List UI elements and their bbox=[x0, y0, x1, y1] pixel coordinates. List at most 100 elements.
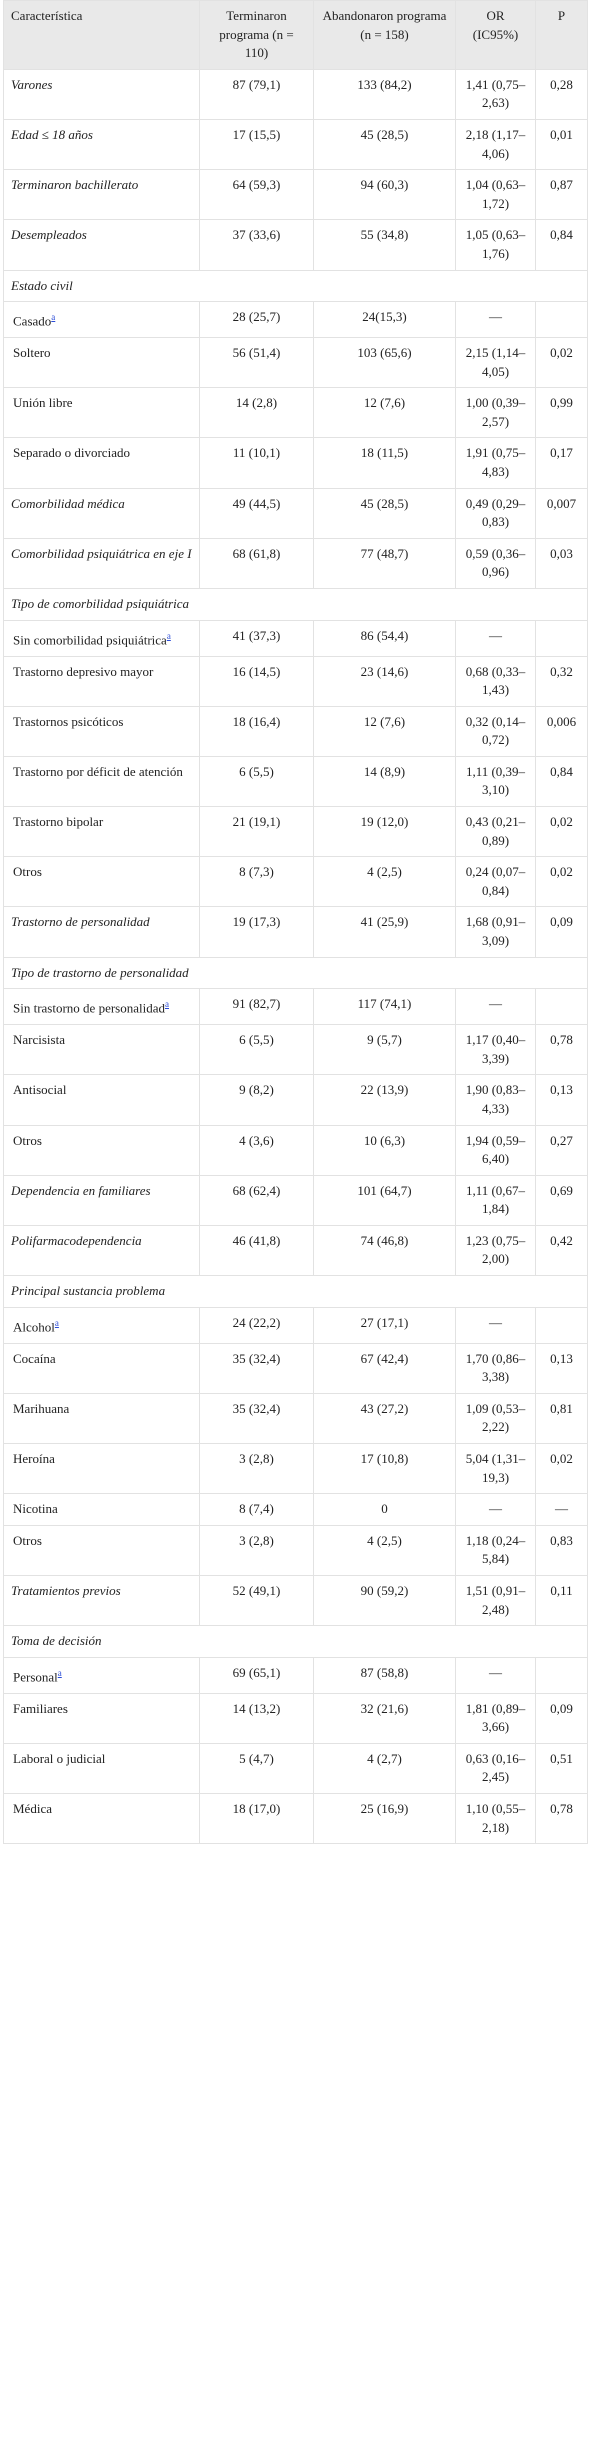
value-cell: 0,006 bbox=[535, 705, 588, 757]
data-row: Heroína 3 (2,8) 17 (10,8) 5,04 (1,31–19,3) 0… bbox=[3, 1442, 588, 1495]
row-label: Nicotina bbox=[3, 1493, 200, 1526]
data-row: Casadoa 28 (25,7) 24(15,3) — bbox=[3, 301, 588, 339]
value-cell: 67 (42,4) bbox=[313, 1342, 456, 1394]
row-label: Otros bbox=[3, 1524, 200, 1576]
label-text: Heroína bbox=[13, 1450, 55, 1466]
row-label: Tratamientos previos bbox=[3, 1574, 200, 1627]
footnote-ref: a bbox=[55, 1317, 59, 1329]
value-cell: 0,78 bbox=[535, 1024, 588, 1076]
label-text: Tratamientos previos bbox=[11, 1582, 121, 1598]
footnote-link[interactable]: a bbox=[166, 630, 171, 641]
value-cell: 69 (65,1) bbox=[199, 1656, 314, 1694]
label-text: Otros bbox=[13, 1132, 42, 1148]
value-cell: 18 (11,5) bbox=[313, 437, 456, 489]
label-text: Comorbilidad médica bbox=[11, 495, 125, 511]
row-label: Trastorno bipolar bbox=[3, 806, 200, 858]
value-cell: 91 (82,7) bbox=[199, 988, 314, 1026]
footnote-link[interactable]: a bbox=[57, 1667, 62, 1678]
label-text: Sin comorbilidad psiquiátrica bbox=[13, 631, 167, 647]
row-label: Trastornos psicóticos bbox=[3, 705, 200, 757]
value-cell: 6 (5,5) bbox=[199, 755, 314, 808]
label-text: Tipo de trastorno de personalidad bbox=[11, 964, 189, 980]
value-cell: 14 (13,2) bbox=[199, 1692, 314, 1744]
data-row: Unión libre 14 (2,8) 12 (7,6) 1,00 (0,39–2,… bbox=[3, 387, 588, 439]
label-text: Edad ≤ 18 años bbox=[11, 126, 93, 142]
value-cell: 0,32 bbox=[535, 655, 588, 707]
row-label: Comorbilidad psiquiátrica en eje I bbox=[3, 537, 200, 589]
footnote-link[interactable]: a bbox=[54, 1317, 59, 1328]
value-cell: 19 (17,3) bbox=[199, 906, 314, 958]
row-label: Dependencia en familiares bbox=[3, 1174, 200, 1226]
label-text: Alcohol bbox=[13, 1319, 55, 1334]
row-label: Heroína bbox=[3, 1442, 200, 1495]
row-label: Antisocial bbox=[3, 1074, 200, 1126]
value-cell: 0 bbox=[313, 1493, 456, 1526]
value-cell: 12 (7,6) bbox=[313, 387, 456, 439]
value-cell: 1,00 (0,39–2,57) bbox=[455, 387, 536, 439]
value-cell: 24(15,3) bbox=[313, 301, 456, 339]
value-cell: 43 (27,2) bbox=[313, 1392, 456, 1444]
value-cell: 45 (28,5) bbox=[313, 487, 456, 539]
data-row: Polifarmacodependencia 46 (41,8) 74 (46,8)… bbox=[3, 1224, 588, 1277]
value-cell: 103 (65,6) bbox=[313, 337, 456, 389]
label-text: Narcisista bbox=[13, 1032, 65, 1048]
footnote-link[interactable]: a bbox=[51, 312, 56, 323]
row-label: Trastorno depresivo mayor bbox=[3, 655, 200, 707]
data-row: Trastorno por déficit de atención 6 (5,5)… bbox=[3, 755, 588, 808]
label-text: Otros bbox=[13, 864, 42, 880]
row-label: Principal sustancia problema bbox=[3, 1275, 588, 1308]
label-text: Casado bbox=[13, 313, 52, 329]
label-text: Tipo de comorbilidad psiquiátrica bbox=[11, 595, 190, 611]
value-cell: 11 (10,1) bbox=[199, 437, 314, 489]
row-label: Trastorno de personalidad bbox=[3, 906, 200, 958]
value-cell: 12 (7,6) bbox=[313, 705, 456, 757]
value-cell: 10 (6,3) bbox=[313, 1124, 456, 1176]
value-cell: 35 (32,4) bbox=[199, 1342, 314, 1394]
value-cell: — bbox=[455, 988, 536, 1026]
data-row: Médica 18 (17,0) 25 (16,9) 1,10 (0,55–2,18)… bbox=[3, 1793, 588, 1845]
value-cell: 0,24 (0,07–0,84) bbox=[455, 856, 536, 908]
value-cell: 23 (14,6) bbox=[313, 655, 456, 707]
value-cell: 1,81 (0,89–3,66) bbox=[455, 1692, 536, 1744]
label-text: Personal bbox=[13, 1669, 58, 1685]
section-row: Estado civil bbox=[3, 269, 588, 303]
header-cell: Abandonaron programa (n = 158) bbox=[313, 0, 456, 70]
value-cell: 5 (4,7) bbox=[199, 1742, 314, 1795]
empty-cell bbox=[535, 619, 588, 657]
value-cell: 2,18 (1,17–4,06) bbox=[455, 118, 536, 171]
value-cell: 56 (51,4) bbox=[199, 337, 314, 389]
label-text: Separado o divorciado bbox=[13, 445, 130, 461]
data-row: Familiares 14 (13,2) 32 (21,6) 1,81 (0,89–3… bbox=[3, 1692, 588, 1744]
row-label: Personala bbox=[3, 1656, 200, 1694]
footnote-ref: a bbox=[165, 998, 169, 1010]
footnote-ref: a bbox=[51, 311, 55, 323]
value-cell: 8 (7,3) bbox=[199, 856, 314, 908]
row-label: Otros bbox=[3, 856, 200, 908]
value-cell: 87 (58,8) bbox=[313, 1656, 456, 1694]
row-label: Separado o divorciado bbox=[3, 437, 200, 489]
value-cell: 0,17 bbox=[535, 437, 588, 489]
value-cell: 0,09 bbox=[535, 906, 588, 958]
value-cell: 0,49 (0,29–0,83) bbox=[455, 487, 536, 539]
table-head: Característica Terminaron programa (n = 1… bbox=[3, 0, 588, 70]
footnote-ref: a bbox=[167, 630, 171, 642]
value-cell: 0,09 bbox=[535, 1692, 588, 1744]
data-row: Antisocial 9 (8,2) 22 (13,9) 1,90 (0,83–4,3… bbox=[3, 1074, 588, 1126]
value-cell: 101 (64,7) bbox=[313, 1174, 456, 1226]
label-text: Principal sustancia problema bbox=[11, 1283, 166, 1299]
value-cell: 27 (17,1) bbox=[313, 1306, 456, 1344]
footnote-link[interactable]: a bbox=[165, 999, 169, 1010]
header-cell: OR (IC95%) bbox=[455, 0, 536, 70]
value-cell: 64 (59,3) bbox=[199, 169, 314, 221]
data-row: Varones 87 (79,1) 133 (84,2) 1,41 (0,75–2,6… bbox=[3, 68, 588, 120]
value-cell: 18 (16,4) bbox=[199, 705, 314, 757]
value-cell: — bbox=[455, 1306, 536, 1344]
value-cell: 0,63 (0,16–2,45) bbox=[455, 1742, 536, 1795]
value-cell: 8 (7,4) bbox=[199, 1493, 314, 1526]
value-cell: 22 (13,9) bbox=[313, 1074, 456, 1126]
value-cell: 0,11 bbox=[535, 1574, 588, 1627]
value-cell: 94 (60,3) bbox=[313, 169, 456, 221]
table-body: Varones 87 (79,1) 133 (84,2) 1,41 (0,75–2,6… bbox=[3, 68, 588, 1845]
value-cell: 0,84 bbox=[535, 219, 588, 271]
value-cell: 18 (17,0) bbox=[199, 1793, 314, 1845]
